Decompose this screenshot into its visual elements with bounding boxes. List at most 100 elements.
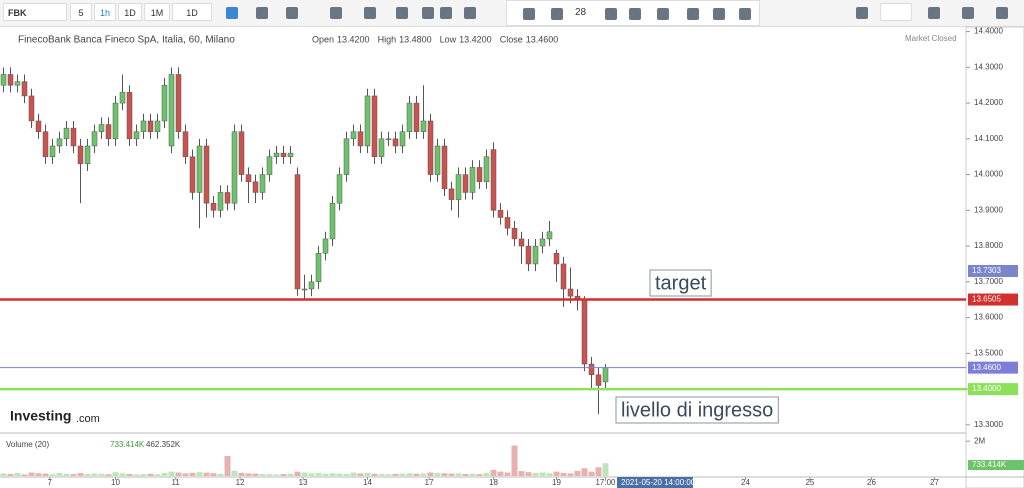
- candle-body: [308, 281, 315, 290]
- volume-bar: [427, 472, 434, 476]
- volume-bar: [602, 463, 609, 476]
- pen-icon[interactable]: [551, 8, 563, 20]
- candle-body: [315, 252, 322, 283]
- lock-icon[interactable]: [687, 8, 699, 20]
- ohlc-label: Low: [440, 34, 457, 44]
- chart-type-icon[interactable]: [226, 7, 238, 19]
- candle-body: [448, 188, 455, 200]
- fullscreen-icon[interactable]: [996, 7, 1008, 19]
- volume-bar: [364, 472, 371, 476]
- volume-bar: [7, 473, 14, 476]
- x-tick-label: 19: [552, 478, 561, 487]
- x-tick-label: 27: [930, 478, 939, 487]
- candle-body: [469, 167, 476, 193]
- candle-body: [294, 174, 301, 290]
- price-marker: [968, 293, 1018, 306]
- candle-body: [329, 202, 336, 240]
- y-tick-label: 14.0000: [974, 170, 1003, 179]
- volume-bar: [203, 472, 210, 476]
- volume-bar: [448, 473, 455, 476]
- volume-last: 733.414K: [110, 440, 145, 449]
- volume-bar: [399, 473, 406, 476]
- candle-body: [168, 74, 175, 147]
- volume-bar: [133, 474, 140, 476]
- candle-body: [581, 299, 588, 365]
- upload-icon[interactable]: [962, 7, 974, 19]
- x-tick-label: 26: [867, 478, 876, 487]
- candle-body: [441, 145, 448, 190]
- annotation-text: target: [655, 272, 707, 294]
- font-size[interactable]: 28: [575, 7, 587, 18]
- line-icon[interactable]: [256, 7, 268, 19]
- indicator-icon[interactable]: [286, 7, 298, 19]
- visibility-icon[interactable]: [713, 8, 725, 20]
- volume-bar: [434, 472, 441, 476]
- settings-icon[interactable]: [330, 7, 342, 19]
- candle-body: [364, 95, 371, 147]
- annotation-box: [615, 396, 779, 424]
- x-tick-label: 11: [172, 478, 181, 487]
- x-tick-label: 17:00: [595, 478, 616, 487]
- volume-bar: [553, 471, 560, 476]
- clone-icon[interactable]: [657, 8, 669, 20]
- annotation-text: livello di ingresso: [621, 399, 773, 421]
- volume-bar: [413, 473, 420, 476]
- delete-icon[interactable]: [739, 8, 751, 20]
- candle-body: [182, 131, 189, 157]
- crosshair-label: 2021-05-20 14:00:00: [621, 478, 696, 487]
- brand-name: Investing: [10, 408, 71, 424]
- volume-bar: [28, 472, 35, 476]
- candle-body: [238, 131, 245, 175]
- candle-body: [112, 102, 119, 140]
- volume-bar: [392, 473, 399, 476]
- interval-button[interactable]: 1D: [118, 3, 142, 21]
- volume-bar: [147, 473, 154, 476]
- volume-bar: [511, 445, 518, 476]
- interval-button[interactable]: 5: [70, 3, 92, 21]
- redo-icon[interactable]: [440, 7, 452, 19]
- cloud-icon[interactable]: [928, 7, 940, 19]
- candle-body: [518, 238, 525, 247]
- camera-icon[interactable]: [856, 7, 868, 19]
- volume-bar: [245, 473, 252, 476]
- volume-bar: [301, 472, 308, 476]
- volume-bar: [483, 472, 490, 476]
- candle-body: [553, 252, 560, 265]
- volume-bar: [287, 473, 294, 476]
- symbol-input[interactable]: FBK: [3, 3, 67, 21]
- candle-body: [490, 149, 497, 211]
- price-marker: [968, 361, 1018, 374]
- volume-bar: [350, 472, 357, 476]
- y-tick-label: 13.6000: [974, 313, 1003, 322]
- candle-body: [336, 174, 343, 204]
- volume-marker-label: 733.414K: [972, 460, 1007, 469]
- text-color-icon[interactable]: [523, 8, 535, 20]
- y-tick-label: 13.8000: [974, 241, 1003, 250]
- alert-icon[interactable]: [464, 7, 476, 19]
- candle-body: [371, 95, 378, 157]
- interval-button[interactable]: 1h: [94, 3, 116, 21]
- volume-bar: [168, 471, 175, 476]
- volume-bar: [595, 467, 602, 476]
- fill-icon[interactable]: [629, 8, 641, 20]
- compare-icon[interactable]: [396, 7, 408, 19]
- candle-body: [0, 74, 7, 86]
- interval-dropdown[interactable]: 1D: [172, 3, 212, 21]
- layout-button[interactable]: [880, 3, 912, 21]
- study-icon[interactable]: [364, 7, 376, 19]
- volume-bar: [567, 473, 574, 476]
- volume-bar: [231, 470, 238, 476]
- candle-body: [525, 245, 532, 265]
- interval-button[interactable]: 1M: [144, 3, 170, 21]
- price-marker-label: 13.4000: [972, 384, 1001, 393]
- undo-icon[interactable]: [422, 7, 434, 19]
- candle-body: [406, 102, 413, 132]
- candle-body: [385, 138, 392, 141]
- volume-bar: [469, 473, 476, 476]
- volume-bar: [385, 474, 392, 476]
- volume-bar: [560, 472, 567, 476]
- candle-body: [392, 138, 399, 147]
- candle-body: [42, 131, 49, 157]
- settings-icon[interactable]: [605, 8, 617, 20]
